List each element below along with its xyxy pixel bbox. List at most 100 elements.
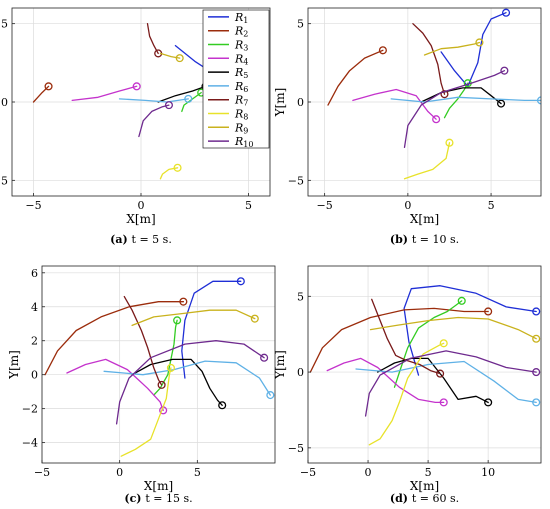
y-tick-label: −5 (0, 174, 8, 187)
legend-label-r2: R2 (234, 25, 248, 39)
x-axis-label: X[m] (410, 479, 439, 493)
y-tick-label: −2 (22, 403, 38, 416)
x-tick-label: 5 (488, 199, 495, 212)
trajectory-r10 (403, 70, 506, 149)
trajectory-r1 (403, 285, 537, 376)
panel-caption: (b) t = 10 s. (390, 233, 459, 246)
trajectory-r6 (390, 96, 541, 103)
y-axis-label: Y[m] (7, 350, 21, 380)
x-tick-label: 0 (365, 466, 372, 479)
x-tick-label: −5 (300, 466, 316, 479)
y-tick-label: 2 (31, 335, 38, 348)
trajectory-r5 (157, 85, 207, 103)
legend-label-r5: R5 (234, 66, 248, 80)
legend-label-r9: R9 (234, 121, 248, 135)
trajectory-r3 (393, 300, 463, 388)
x-tick-label: −5 (34, 466, 50, 479)
y-tick-label: −5 (288, 174, 304, 187)
trajectory-r2 (44, 301, 185, 376)
legend-box (202, 9, 270, 149)
panel-c: −5 0 5 −4 −2 0 2 4 6 X[m] Y[m] (c) t = 15 s. (7, 265, 276, 505)
endpoint-r1 (236, 277, 245, 286)
endpoint-r3 (457, 296, 466, 305)
y-tick-label: 5 (297, 18, 304, 31)
endpoint-r6 (532, 398, 541, 407)
endpoint-r10 (500, 66, 509, 75)
x-tick-label: 0 (138, 199, 145, 212)
endpoint-r8 (439, 339, 448, 348)
trajectory-r9 (369, 316, 537, 340)
trajectory-r10 (138, 104, 170, 138)
y-tick-label: 5 (297, 290, 304, 303)
endpoint-r9 (532, 334, 541, 343)
x-axis-label: X[m] (410, 212, 439, 226)
trajectory-r7 (371, 298, 441, 375)
endpoint-r10 (164, 101, 174, 110)
trajectory-r4 (326, 357, 445, 404)
legend-label-r3: R3 (234, 39, 248, 53)
trajectory-r4 (66, 358, 164, 412)
legend-label-r4: R4 (234, 52, 248, 66)
trajectory-r5 (131, 358, 223, 406)
trajectory-r7 (146, 23, 159, 55)
trajectory-r2 (327, 49, 384, 106)
endpoint-r9 (250, 314, 259, 323)
trajectory-r8 (159, 167, 179, 180)
endpoint-r7 (436, 369, 445, 378)
endpoint-r4 (432, 115, 441, 124)
axes-frame (307, 265, 542, 464)
series-group (309, 285, 541, 446)
endpoint-r2 (378, 46, 387, 55)
x-tick-label: 5 (425, 466, 432, 479)
trajectory-r8 (368, 342, 445, 446)
trajectory-r9 (131, 309, 256, 327)
trajectory-r6 (355, 360, 537, 404)
trajectory-r7 (123, 295, 163, 386)
y-tick-label: 0 (31, 369, 38, 382)
y-axis-label: Y[m] (273, 88, 287, 118)
panel-caption: (c) t = 15 s. (124, 492, 192, 505)
trajectory-r10 (364, 350, 537, 417)
y-tick-label: 0 (297, 96, 304, 109)
series-group (327, 8, 541, 180)
endpoint-r2 (44, 82, 53, 91)
panel-caption: (d) t = 60 s. (390, 492, 459, 505)
trajectory-r1 (181, 280, 242, 379)
endpoint-r9 (175, 54, 184, 63)
series-group (44, 277, 275, 457)
x-tick-label: −5 (317, 199, 333, 212)
trajectory-r7 (412, 23, 446, 95)
trajectory-r6 (118, 98, 189, 103)
trajectory-r4 (352, 88, 437, 120)
panel-b: −5 0 5 −5 0 5 X[m] Y[m] (b) t = 10 s. (273, 7, 542, 246)
endpoint-r4 (439, 398, 448, 407)
trajectory-r2 (32, 85, 50, 103)
legend-label-r1: R1 (234, 11, 248, 25)
endpoint-r10 (532, 368, 541, 377)
trajectory-r10 (115, 340, 265, 425)
endpoint-r2 (179, 297, 188, 306)
trajectory-r5 (377, 357, 489, 404)
y-tick-label: −4 (22, 437, 38, 450)
legend-label-r6: R6 (234, 80, 248, 94)
x-tick-label: −5 (25, 199, 41, 212)
y-tick-label: 4 (31, 301, 38, 314)
endpoint-r7 (440, 90, 449, 99)
endpoint-r5 (218, 401, 227, 410)
axes-frame (41, 265, 276, 464)
legend-label-r10: R10 (234, 135, 253, 149)
endpoint-r5 (497, 99, 506, 108)
endpoint-r4 (132, 82, 141, 91)
endpoint-r8 (445, 138, 454, 147)
x-axis-label: X[m] (126, 212, 155, 226)
trajectory-r1 (440, 12, 507, 87)
y-tick-label: −5 (288, 442, 304, 455)
x-tick-label: 10 (481, 466, 495, 479)
endpoint-r3 (173, 316, 182, 325)
trajectory-r8 (120, 367, 172, 457)
endpoint-r7 (157, 380, 166, 389)
y-tick-label: 0 (1, 96, 8, 109)
